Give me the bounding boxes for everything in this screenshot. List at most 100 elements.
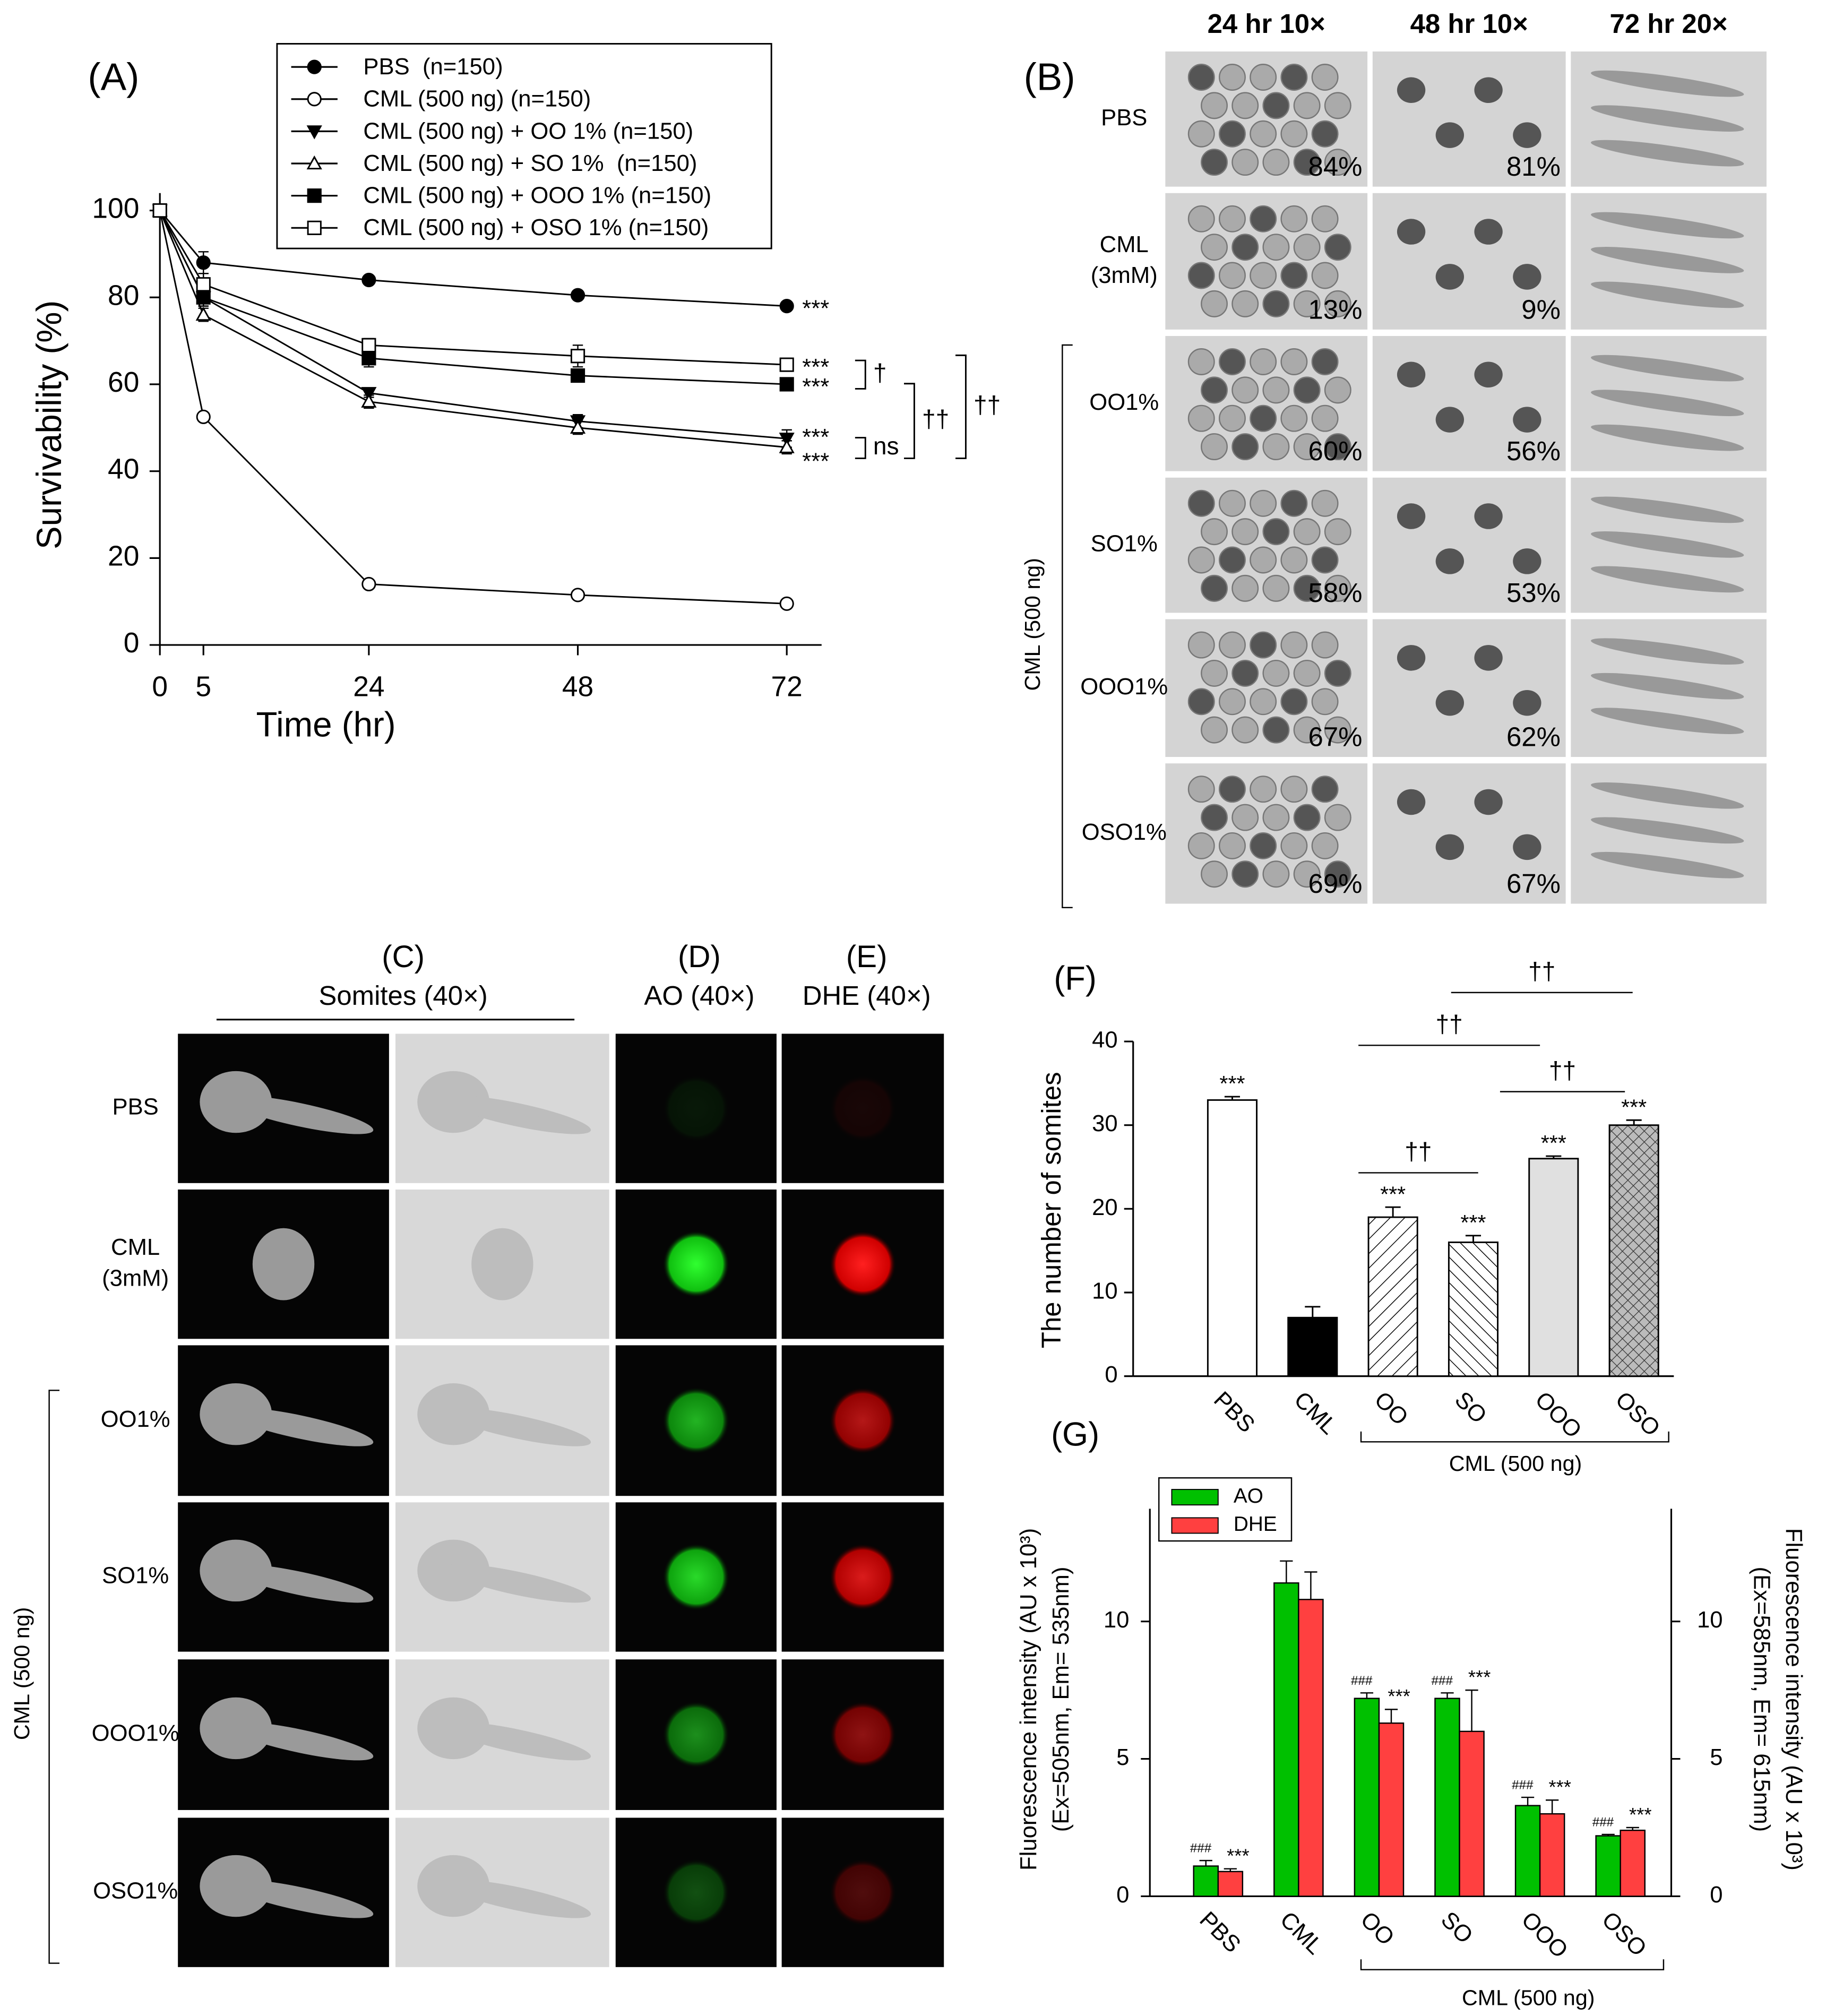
embryo: [1324, 290, 1351, 317]
embryo: [1280, 348, 1308, 375]
embryo: [1231, 234, 1259, 261]
embryo: [1280, 262, 1308, 289]
embryo: [1280, 205, 1308, 232]
x-tick-label: OO: [1370, 1386, 1414, 1431]
embryo: [1231, 804, 1259, 831]
marker: [779, 299, 794, 314]
embryo: [1187, 205, 1215, 232]
embryo: [1280, 404, 1308, 432]
embryo: [1293, 574, 1321, 602]
bar: [1207, 1099, 1258, 1377]
x-tick-label: 5: [195, 671, 211, 703]
embryo: [1435, 690, 1465, 716]
survival-percent: 13%: [1308, 294, 1363, 324]
group-bracket: [1360, 1959, 1665, 1970]
x-tick-label: OOO: [1530, 1386, 1587, 1443]
embryo: [1201, 149, 1228, 176]
embryo-tail: [444, 1721, 591, 1761]
panel-label: (E): [846, 940, 888, 974]
embryo: [1311, 688, 1339, 716]
embryo: [1513, 407, 1541, 433]
legend-label: PBS (n=150): [363, 54, 503, 80]
row-label: OO1%: [101, 1406, 170, 1432]
larva: [1591, 638, 1744, 665]
x-tick-label: 48: [562, 671, 593, 703]
embryo: [1219, 776, 1246, 803]
embryo: [1324, 149, 1351, 176]
x-tick-label: PBS: [1209, 1386, 1260, 1437]
larva: [1591, 390, 1744, 416]
larva: [1591, 708, 1744, 735]
legend-label: CML (500 ng) + OOO 1% (n=150): [363, 183, 711, 209]
significance-label: ***: [1468, 1666, 1491, 1688]
x-tick-label: OO: [1356, 1907, 1400, 1951]
survival-percent: 60%: [1308, 436, 1363, 466]
embryo: [1231, 659, 1259, 687]
larva: [1591, 782, 1744, 809]
embryo: [1293, 716, 1321, 744]
row-label: OSO1%: [93, 1878, 178, 1904]
column-header: 48 hr 10×: [1410, 8, 1528, 39]
column-header: Somites (40×): [318, 980, 487, 1011]
larva: [1591, 247, 1744, 273]
larva: [1591, 105, 1744, 132]
error-bar: [1465, 1235, 1482, 1243]
significance-label: ***: [1380, 1182, 1406, 1206]
embryo: [1231, 518, 1259, 546]
embryo: [1262, 716, 1290, 744]
error-bar: [1546, 1155, 1562, 1159]
embryo: [1219, 546, 1246, 574]
panel-label: (F): [1054, 960, 1097, 997]
embryo: [1262, 290, 1290, 317]
bar: [1354, 1698, 1380, 1897]
legend-box: [276, 43, 772, 249]
panel-label: (A): [88, 56, 139, 99]
significance-label: ***: [802, 448, 829, 474]
survival-percent: 84%: [1308, 151, 1363, 182]
micrograph: [1372, 51, 1566, 187]
embryo: [1435, 834, 1465, 860]
embryo: [1187, 262, 1215, 289]
significance-label: ###: [1190, 1841, 1212, 1856]
embryo: [1293, 433, 1321, 461]
embryo: [1219, 631, 1246, 659]
row-label: SO1%: [102, 1563, 169, 1589]
embryo: [1201, 376, 1228, 404]
embryo: [1219, 489, 1246, 517]
embryo: [1250, 205, 1277, 232]
larva: [1591, 212, 1744, 239]
embryo: [1311, 120, 1339, 148]
embryo: [1201, 92, 1228, 119]
embryo: [1280, 832, 1308, 859]
embryo: [1262, 804, 1290, 831]
embryo: [1474, 219, 1503, 245]
error-bar: [1304, 1571, 1317, 1600]
group-bracket: [1360, 1431, 1669, 1443]
embryo: [1324, 234, 1351, 261]
group-label: CML (500 ng): [1462, 1985, 1595, 2010]
embryo: [1187, 404, 1215, 432]
marker: [307, 92, 322, 107]
embryo: [1324, 574, 1351, 602]
embryo: [1201, 659, 1228, 687]
error-bar: [1360, 1692, 1374, 1699]
y2-axis-label: (Ex=585nm, Em= 615nm): [1749, 1567, 1775, 1832]
embryo: [1435, 264, 1465, 290]
larva: [1591, 70, 1744, 97]
x-tick-label: CML: [1289, 1386, 1342, 1440]
embryo: [1324, 433, 1351, 461]
embryo: [1311, 631, 1339, 659]
group-bracket: [1062, 344, 1073, 909]
marker: [152, 203, 167, 218]
embryo: [1293, 92, 1321, 119]
marker: [570, 288, 585, 303]
embryo: [1231, 290, 1259, 317]
embryo: [1219, 120, 1246, 148]
embryo: [1187, 832, 1215, 859]
embryo: [1311, 262, 1339, 289]
y-tick-label: 30: [1092, 1110, 1118, 1136]
marker: [779, 433, 795, 447]
legend-swatch: [1171, 1489, 1219, 1506]
embryo: [1201, 716, 1228, 744]
